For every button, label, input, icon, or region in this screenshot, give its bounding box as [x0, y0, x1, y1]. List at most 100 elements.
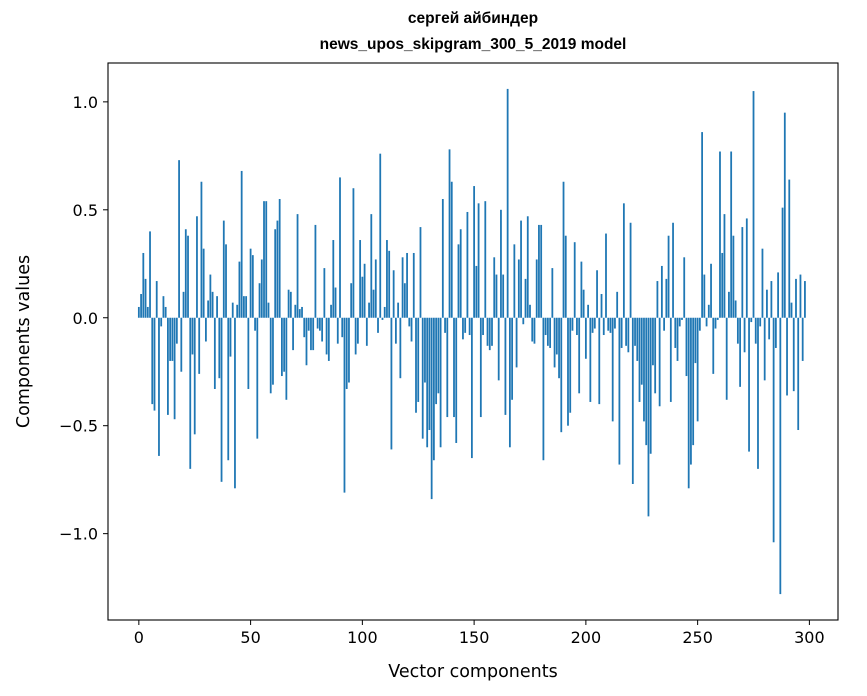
bar-269 [739, 317, 741, 387]
bar-108 [379, 153, 382, 318]
bar-228 [647, 317, 650, 517]
bar-2 [142, 252, 145, 318]
bar-94 [348, 317, 350, 383]
bar-224 [638, 317, 641, 402]
bar-48 [245, 296, 248, 318]
bar-277 [757, 317, 759, 469]
bar-293 [792, 317, 795, 392]
bar-28 [200, 181, 203, 318]
bar-41 [229, 317, 232, 357]
bar-10 [160, 317, 163, 327]
bar-86 [330, 304, 332, 318]
bar-264 [728, 291, 730, 318]
bar-16 [173, 317, 176, 420]
y-axis-label: Components values [14, 255, 34, 428]
bar-205 [596, 270, 598, 318]
x-tick-label-3: 150 [459, 628, 490, 647]
bar-210 [607, 317, 610, 331]
bar-250 [696, 317, 699, 422]
bar-162 [500, 209, 502, 318]
bar-11 [162, 296, 165, 318]
bar-62 [276, 220, 279, 318]
bar-278 [759, 317, 762, 327]
bar-104 [370, 214, 373, 318]
bar-251 [698, 317, 701, 331]
bar-133 [435, 317, 438, 405]
bar-23 [189, 317, 192, 469]
bar-262 [723, 214, 726, 318]
bar-246 [687, 317, 690, 489]
x-tick-label-0: 0 [134, 628, 144, 647]
bar-87 [332, 240, 335, 318]
bar-78 [312, 317, 315, 351]
bar-190 [562, 181, 565, 318]
bar-276 [754, 317, 757, 344]
bar-52 [254, 317, 256, 331]
bar-263 [725, 317, 728, 400]
bar-139 [448, 149, 451, 318]
bar-167 [511, 317, 514, 400]
bar-181 [542, 317, 545, 461]
bar-166 [508, 317, 511, 448]
bar-24 [191, 317, 194, 355]
bar-55 [260, 259, 263, 318]
bar-17 [175, 317, 178, 344]
bar-34 [213, 317, 216, 389]
bar-25 [193, 317, 196, 435]
bar-222 [634, 317, 636, 346]
x-tick-label-2: 100 [347, 628, 378, 647]
bar-266 [732, 235, 735, 318]
bar-234 [660, 265, 663, 318]
bar-248 [692, 317, 695, 446]
bar-135 [439, 317, 442, 448]
bar-102 [365, 317, 368, 346]
bar-77 [310, 317, 312, 351]
bar-39 [225, 244, 227, 318]
bar-236 [665, 278, 668, 318]
bar-128 [424, 317, 426, 383]
bar-273 [748, 317, 750, 452]
bar-95 [350, 283, 353, 318]
bar-129 [426, 317, 429, 448]
bar-218 [625, 317, 627, 346]
bar-254 [705, 317, 708, 327]
bar-6 [151, 317, 154, 405]
bar-195 [573, 242, 576, 318]
bar-168 [513, 244, 516, 318]
bar-93 [345, 317, 348, 389]
bar-191 [564, 235, 567, 318]
bar-297 [801, 317, 804, 361]
bar-288 [781, 207, 784, 318]
bar-196 [576, 317, 578, 336]
bar-270 [741, 227, 744, 318]
bar-121 [408, 317, 411, 327]
bar-215 [618, 317, 621, 465]
bar-72 [298, 309, 301, 318]
x-tick-label-1: 50 [240, 628, 260, 647]
bar-220 [629, 222, 632, 318]
bar-198 [580, 261, 583, 318]
bar-244 [683, 257, 686, 318]
bar-282 [768, 317, 771, 340]
bar-67 [287, 289, 290, 318]
bar-260 [719, 151, 721, 318]
x-tick-label-6: 300 [794, 628, 825, 647]
bar-47 [243, 296, 245, 318]
bar-197 [578, 317, 581, 394]
bar-202 [589, 317, 592, 402]
bar-298 [804, 281, 806, 318]
bar-217 [622, 203, 625, 318]
bar-192 [567, 317, 569, 426]
bar-271 [743, 317, 746, 353]
bar-261 [721, 252, 724, 318]
bar-60 [272, 317, 274, 385]
bar-255 [707, 304, 710, 318]
bar-81 [319, 317, 321, 331]
bar-184 [549, 317, 552, 348]
bar-105 [372, 289, 375, 318]
bar-160 [495, 274, 498, 318]
bar-272 [745, 218, 748, 318]
y-tick-label-0: −1.0 [59, 525, 98, 544]
bar-13 [167, 317, 169, 415]
bar-232 [656, 281, 659, 318]
